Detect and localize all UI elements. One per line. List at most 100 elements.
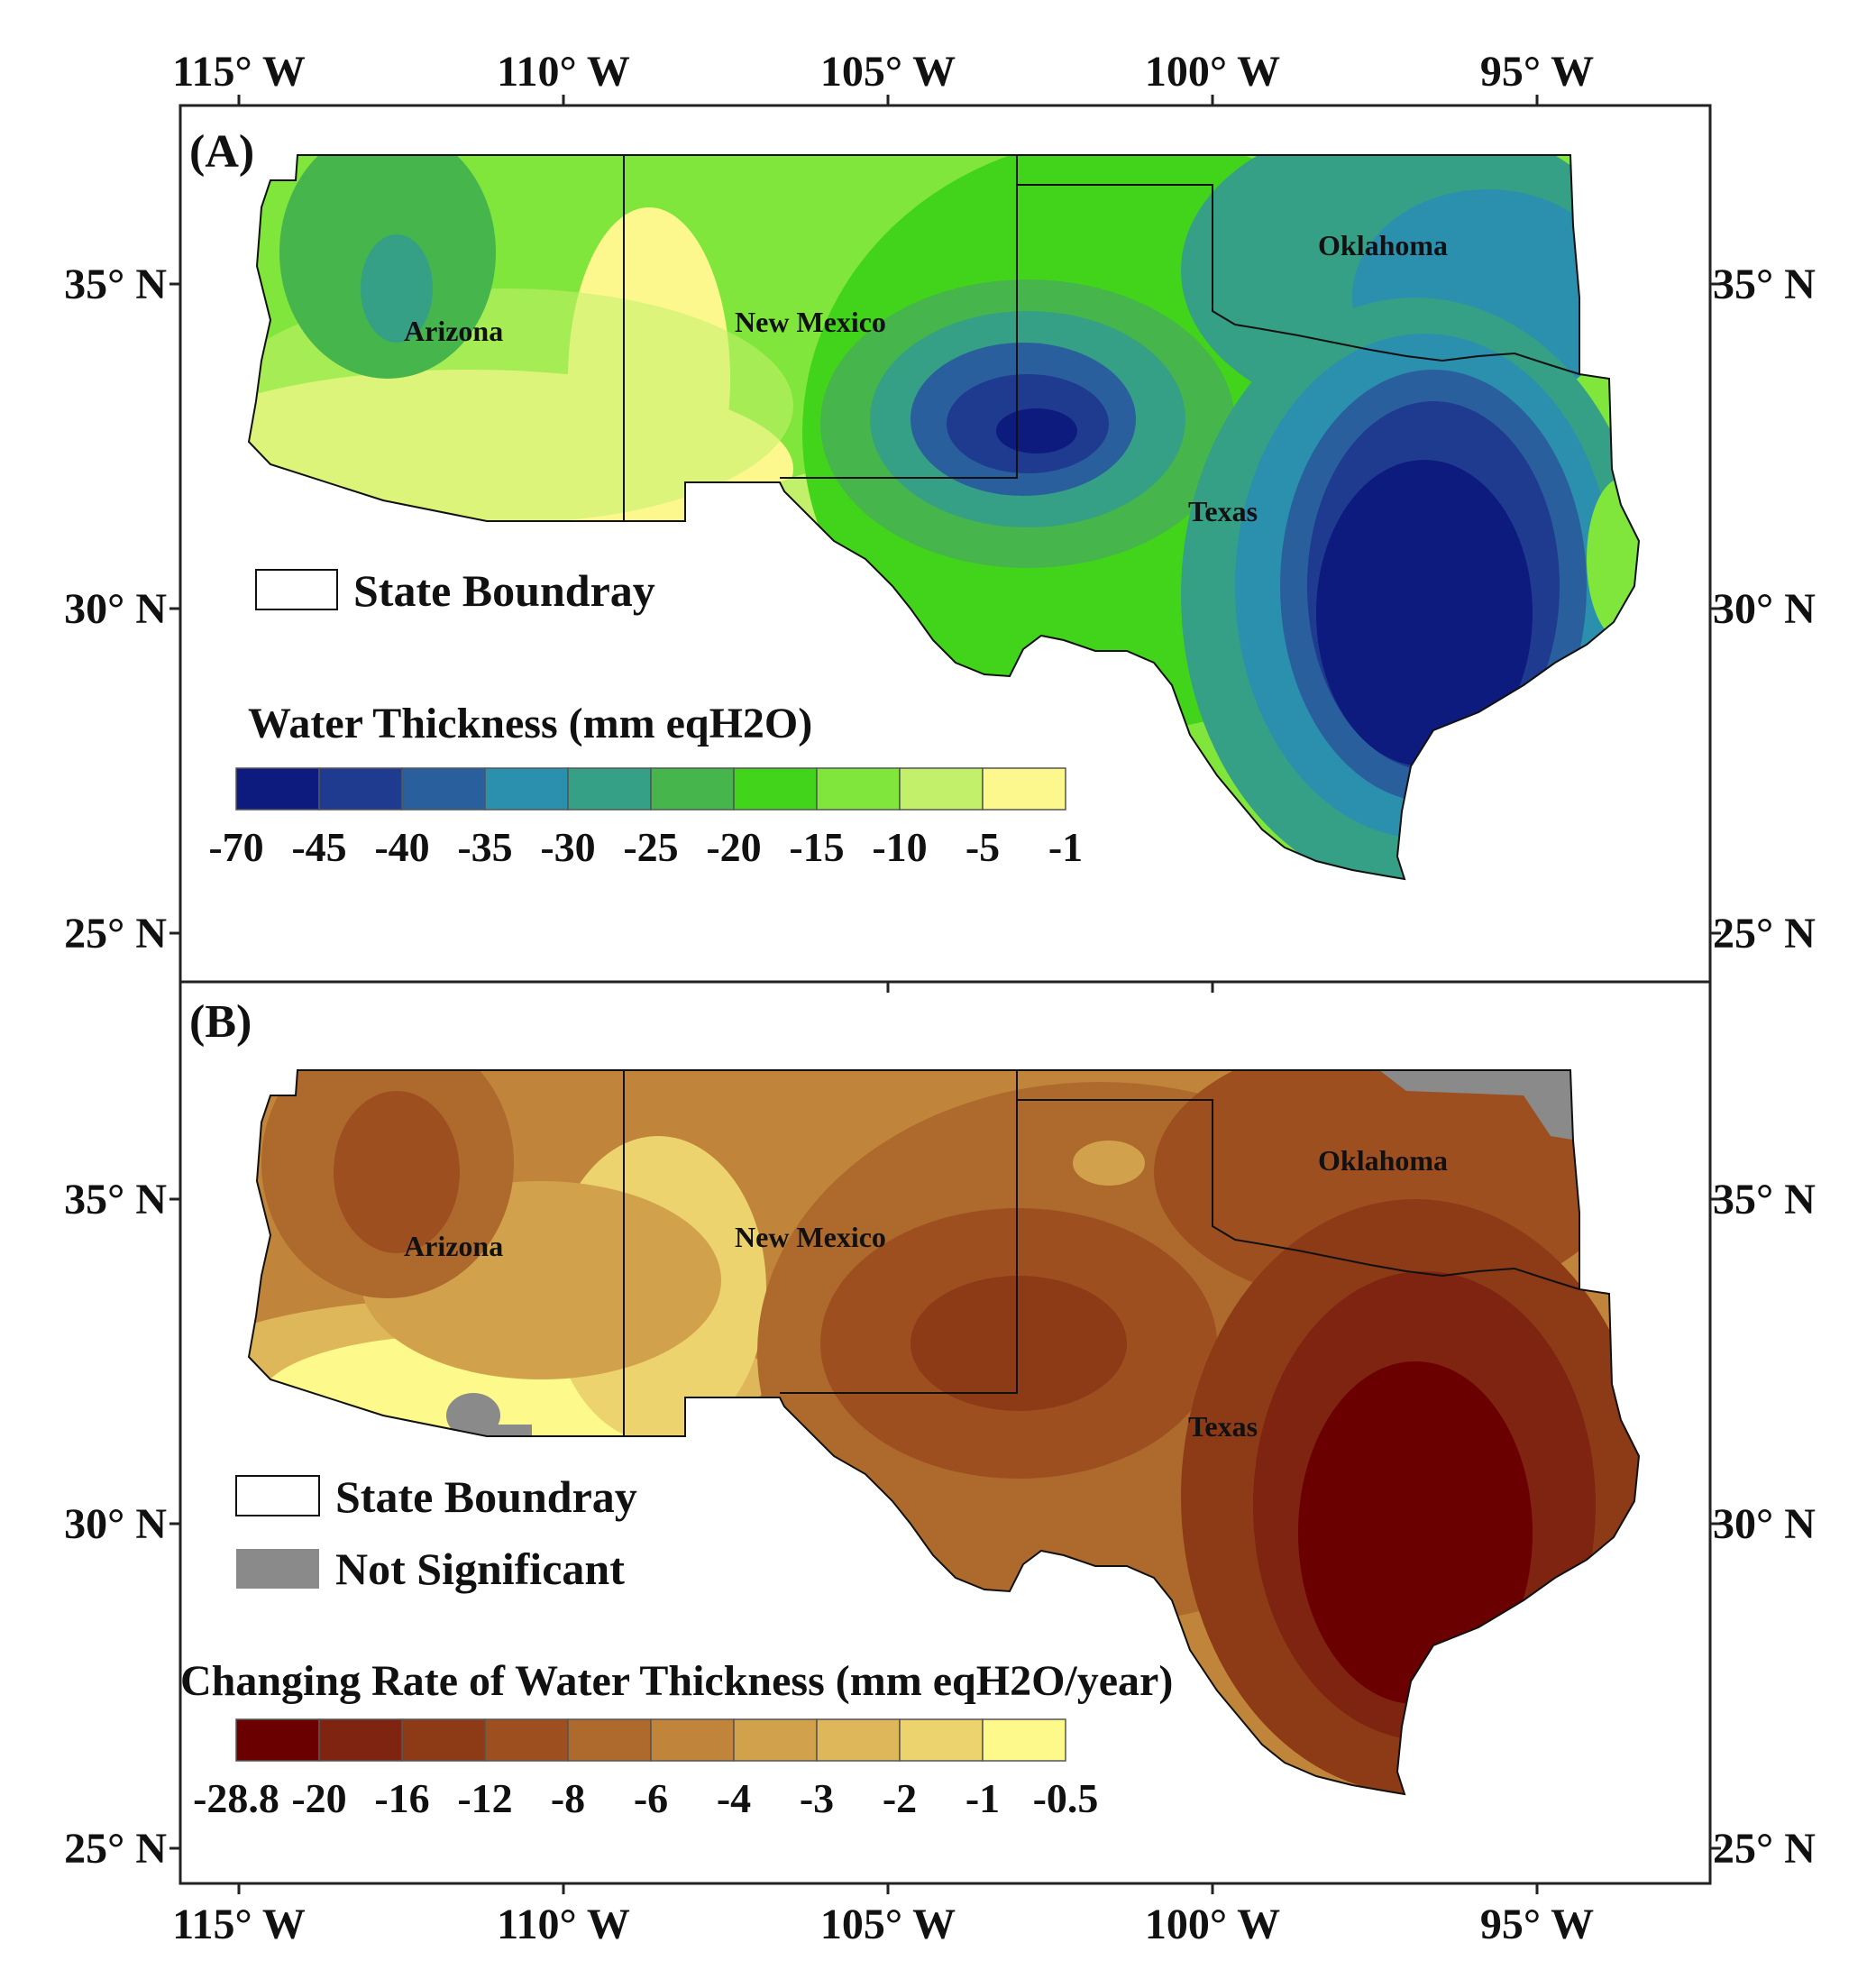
panel-a: (A) Arizona New Mexico Oklahoma Texas St… [169,95,1721,984]
colorbar-tick-label: -40 [374,824,429,870]
colorbar-tick-label: -20 [706,824,761,870]
right-axis-label: 35° N [1713,261,1816,308]
colorbar-cell [235,1718,320,1762]
colorbar-cell [650,767,735,811]
bottom-axis-label: 100° W [1145,1901,1280,1948]
bottom-axis-label: 115° W [172,1901,306,1948]
legend-swatch-not-significant [236,1549,319,1589]
colorbar-cell [401,767,486,811]
panel-b-axis-ticks [169,982,1721,1894]
colorbar-tick-label: -28.8 [193,1775,279,1821]
state-label-oklahoma-b: Oklahoma [1318,1144,1448,1177]
colorbar-tick-label: -5 [965,824,1000,870]
left-axis-label: 30° N [64,585,167,633]
colorbar-a-cells [235,767,1066,811]
colorbar-b-title: Changing Rate of Water Thickness (mm eqH… [180,1657,1173,1705]
colorbar-tick-label: -45 [291,824,346,870]
colorbar-cell [899,767,984,811]
colorbar-cell [484,767,569,811]
legend-swatch-state-boundary-b [235,1475,320,1516]
top-axis-label: 105° W [820,48,956,96]
right-axis-label: 30° N [1713,1500,1816,1548]
legend-label-state-boundary: State Boundray [353,565,655,616]
colorbar-tick-label: -6 [634,1775,668,1821]
panel-b-legend: State Boundray Not Significant [235,1471,637,1594]
state-label-new-mexico-a: New Mexico [735,306,886,338]
top-axis-label: 100° W [1145,48,1280,96]
bottom-axis-label: 110° W [497,1901,630,1948]
colorbar-tick-label: -25 [623,824,678,870]
right-axis-label: 25° N [1713,1825,1816,1873]
left-axis-label: 25° N [64,1825,167,1873]
panel-b-state-borders [623,1070,1580,1436]
top-axis-label: 95° W [1480,48,1594,96]
colorbar-cell [982,1718,1066,1762]
left-axis-label: 35° N [64,261,167,308]
legend-swatch-state-boundary [255,569,338,610]
right-axis-label: 35° N [1713,1176,1816,1223]
state-label-texas-b: Texas [1188,1410,1258,1443]
state-label-new-mexico-b: New Mexico [735,1221,886,1253]
state-label-oklahoma-a: Oklahoma [1318,229,1448,261]
colorbar-tick-label: -1 [965,1775,1000,1821]
colorbar-tick-label: -0.5 [1033,1775,1099,1821]
colorbar-tick-label: -1 [1048,824,1083,870]
left-axis-label: 35° N [64,1176,167,1223]
left-axis-label: 25° N [64,910,167,957]
colorbar-tick-label: -3 [800,1775,834,1821]
colorbar-cell [982,767,1066,811]
colorbar-tick-label: -8 [551,1775,585,1821]
panel-b: (B) Arizona New Mexico Oklahoma Texas St… [169,980,1721,1894]
colorbar-b-cells [235,1718,1066,1762]
bottom-axis-labels: 115° W 110° W 105° W 100° W 95° W [172,1901,1594,1948]
colorbar-cell [567,767,652,811]
bottom-axis-label: 95° W [1480,1901,1594,1948]
state-label-texas-a: Texas [1188,495,1258,527]
colorbar-a-title: Water Thickness (mm eqH2O) [248,700,812,747]
panel-a-state-borders [623,155,1580,521]
colorbar-tick-label: -2 [883,1775,917,1821]
colorbar-cell [484,1718,569,1762]
colorbar-cell [733,1718,818,1762]
panel-b-colorbar: Changing Rate of Water Thickness (mm eqH… [180,1657,1173,1821]
colorbar-tick-label: -10 [872,824,927,870]
colorbar-cell [567,1718,652,1762]
colorbar-a-ticks: -70 -45 -40 -35 -30 -25 -20 -15 -10 -5 -1 [208,824,1083,870]
colorbar-cell [318,1718,403,1762]
legend-label-not-significant: Not Significant [335,1544,625,1594]
panel-a-label: (A) [189,126,254,178]
state-label-arizona-b: Arizona [404,1230,503,1262]
state-label-arizona-a: Arizona [404,315,503,347]
top-axis-label: 115° W [172,48,306,96]
legend-label-state-boundary-b: State Boundray [335,1471,637,1522]
colorbar-tick-label: -70 [208,824,263,870]
bottom-axis-label: 105° W [820,1901,956,1948]
top-axis-labels: 115° W 110° W 105° W 100° W 95° W [172,48,1594,96]
right-axis-labels: 35° N 30° N 25° N 35° N 30° N 25° N [1713,261,1816,1873]
colorbar-tick-label: -30 [540,824,595,870]
colorbar-cell [816,1718,901,1762]
panel-b-label: (B) [189,996,252,1048]
panel-a-axis-ticks [169,95,1721,935]
colorbar-cell [401,1718,486,1762]
left-axis-labels: 35° N 30° N 25° N 35° N 30° N 25° N [64,261,167,1873]
colorbar-cell [650,1718,735,1762]
panel-a-colorbar: Water Thickness (mm eqH2O) -70 -45 -40 -35-… [208,700,1083,870]
colorbar-tick-label: -16 [374,1775,429,1821]
colorbar-cell [318,767,403,811]
right-axis-label: 30° N [1713,585,1816,633]
right-axis-label: 25° N [1713,910,1816,957]
colorbar-b-ticks: -28.8 -20 -16 -12 -8 -6 -4 -3 -2 -1 -0.5 [193,1775,1098,1821]
colorbar-cell [733,767,818,811]
colorbar-cell [899,1718,984,1762]
left-axis-label: 30° N [64,1500,167,1548]
colorbar-tick-label: -20 [291,1775,346,1821]
colorbar-tick-label: -35 [457,824,512,870]
panel-a-legend: State Boundray [255,565,655,616]
colorbar-tick-label: -12 [457,1775,512,1821]
colorbar-cell [816,767,901,811]
colorbar-tick-label: -4 [717,1775,751,1821]
colorbar-cell [235,767,320,811]
top-axis-label: 110° W [497,48,630,96]
